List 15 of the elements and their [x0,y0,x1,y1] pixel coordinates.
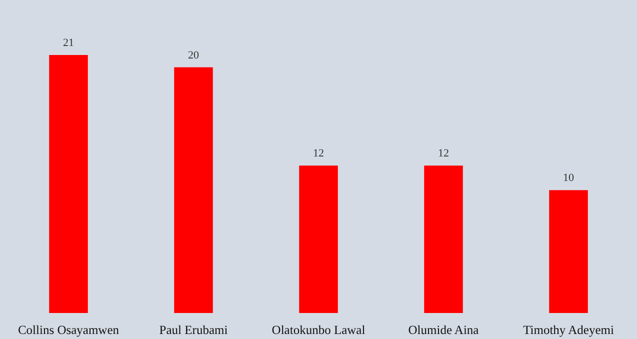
data-label: 10 [563,172,574,184]
x-tick-label: Paul Erubami [159,323,228,337]
x-tick-label: Olatokunbo Lawal [272,323,366,337]
x-tick-label: Timothy Adeyemi [523,323,614,337]
x-tick-label: Collins Osayamwen [18,323,120,337]
bar [49,55,88,313]
x-tick-label: Olumide Aina [408,323,480,337]
data-label: 20 [188,49,200,62]
data-label: 12 [313,148,324,160]
bar [299,166,338,313]
bar [174,67,213,313]
bar [424,166,463,313]
data-label: 12 [438,148,449,160]
data-label: 21 [63,37,74,49]
bar [549,190,588,313]
